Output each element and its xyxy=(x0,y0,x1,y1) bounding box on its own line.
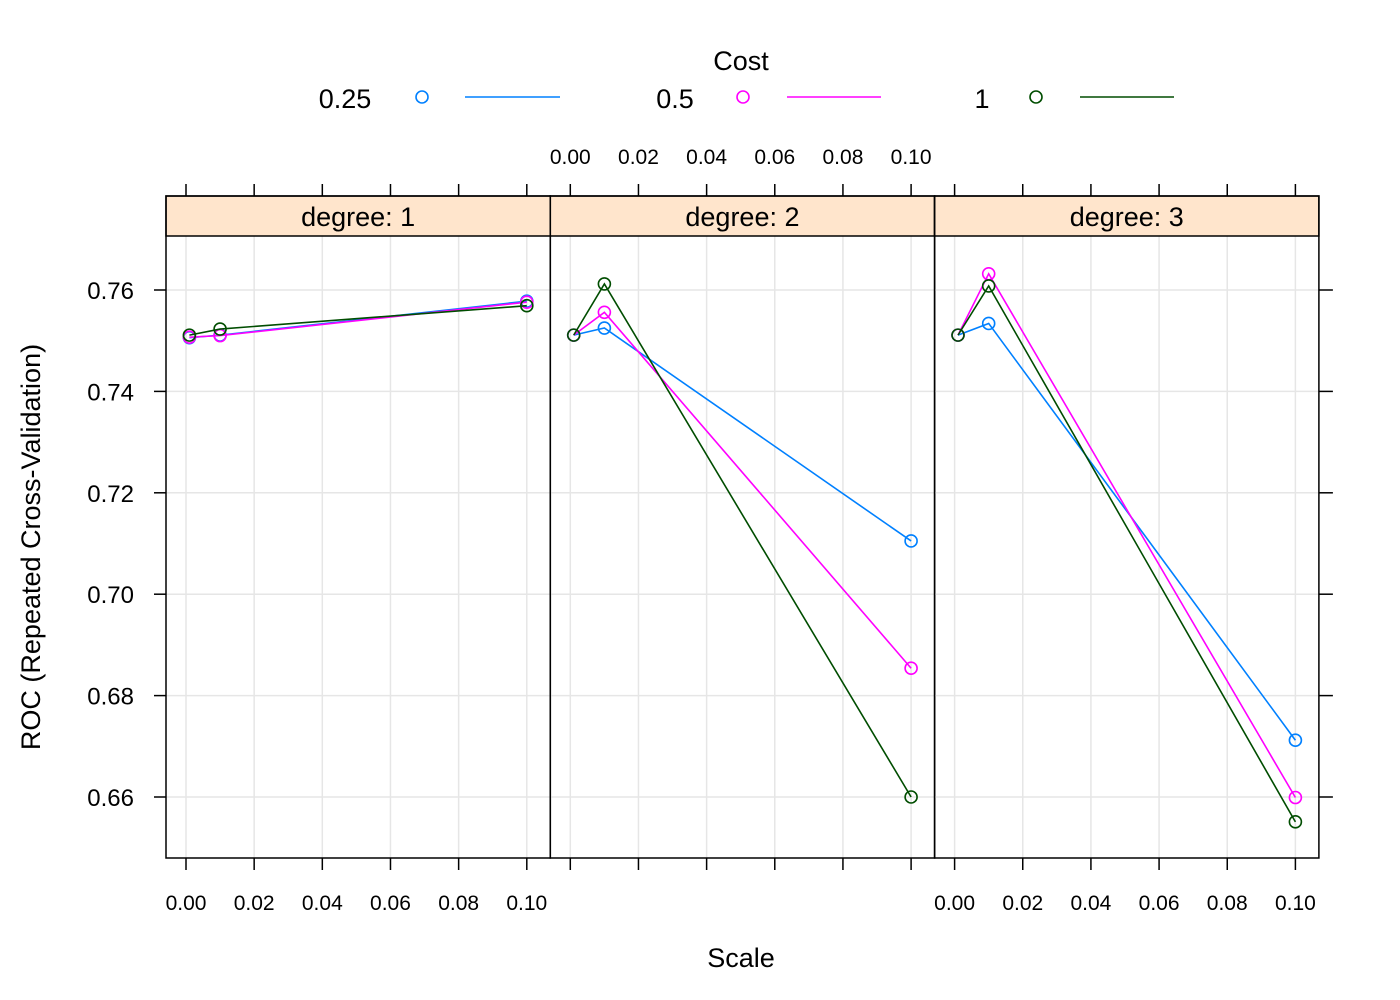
data-point-cost-1 xyxy=(951,328,965,342)
legend-label-0_5: 0.5 xyxy=(656,84,694,114)
legend-point-0_5 xyxy=(736,90,750,104)
panel-border xyxy=(933,195,1320,859)
legend-label-0_25: 0.25 xyxy=(319,84,372,114)
data-point-cost-1 xyxy=(566,328,581,342)
x-tick-label-top: 0.04 xyxy=(686,146,727,169)
data-point-cost-0_5 xyxy=(904,661,918,676)
x-axis-title: Scale xyxy=(707,943,775,973)
strip-label: degree: 3 xyxy=(1070,202,1184,232)
data-point-cost-0_5 xyxy=(1288,790,1303,805)
series-line-cost-0_25 xyxy=(189,300,527,339)
x-tick-label-bottom: 0.00 xyxy=(934,892,975,915)
x-tick-label-top: 0.08 xyxy=(823,146,864,169)
y-tick-label: 0.72 xyxy=(87,481,134,508)
x-tick-label-bottom: 0.10 xyxy=(506,892,547,915)
panel-2: degree: 2 0.00 0.02 0.04 0.06 0.08 0.10 xyxy=(549,146,936,870)
series-line-cost-1 xyxy=(957,284,1297,823)
series-line-cost-0_25 xyxy=(957,322,1297,741)
legend-label-1: 1 xyxy=(974,84,989,114)
y-tick-label: 0.68 xyxy=(87,684,134,711)
data-point-cost-1 xyxy=(597,277,612,291)
data-point-cost-0_25 xyxy=(597,321,612,335)
series-line-cost-0_5 xyxy=(573,311,912,669)
panel-border xyxy=(165,195,552,859)
x-tick-label-bottom: 0.02 xyxy=(1002,892,1043,915)
x-tick-label-top: 0.10 xyxy=(891,146,932,169)
data-point-cost-0_25 xyxy=(1288,733,1303,748)
data-point-cost-0_25 xyxy=(981,316,996,331)
data-point-cost-0_25 xyxy=(904,534,918,548)
x-tick-label-bottom: 0.10 xyxy=(1275,892,1316,915)
series-line-cost-0_25 xyxy=(573,327,912,542)
legend-point-0_25 xyxy=(415,90,429,104)
x-tick-label-bottom: 0.08 xyxy=(1207,892,1248,915)
data-point-cost-1 xyxy=(1288,815,1303,829)
data-point-cost-1 xyxy=(981,279,996,293)
data-point-cost-0_5 xyxy=(597,305,612,320)
panel-3: degree: 3 0.00 0.02 0.04 0.06 0.08 0.10 xyxy=(933,184,1333,915)
x-tick-label-bottom: 0.04 xyxy=(1070,892,1111,915)
strip-background xyxy=(549,195,936,237)
data-point-cost-1 xyxy=(904,790,918,804)
data-point-cost-1 xyxy=(519,298,534,313)
strip-background xyxy=(933,195,1320,237)
y-tick-label: 0.70 xyxy=(87,582,134,609)
panel-border xyxy=(549,195,936,859)
x-tick-label-bottom: 0.06 xyxy=(1139,892,1180,915)
data-point-cost-1 xyxy=(182,328,197,342)
x-tick-label-top: 0.06 xyxy=(754,146,795,169)
x-tick-label-bottom: 0.04 xyxy=(302,892,343,915)
strip-label: degree: 1 xyxy=(301,202,415,232)
strip-label: degree: 2 xyxy=(685,202,799,232)
y-axis-title: ROC (Repeated Cross-Validation) xyxy=(16,344,46,750)
data-point-cost-1 xyxy=(213,322,227,336)
series-line-cost-0_5 xyxy=(957,272,1297,798)
x-tick-label-bottom: 0.06 xyxy=(370,892,411,915)
x-tick-label-top: 0.02 xyxy=(618,146,659,169)
legend-title: Cost xyxy=(713,46,769,76)
y-tick-label: 0.74 xyxy=(87,379,134,406)
data-point-cost-0_5 xyxy=(519,295,534,309)
x-tick-label-top: 0.00 xyxy=(550,146,591,169)
panel-1: degree: 1 0.00 0.02 0.04 0.06 0.08 0.10 0.66 0.6… xyxy=(87,184,552,915)
x-tick-label-bottom: 0.00 xyxy=(166,892,207,915)
series-line-cost-1 xyxy=(189,304,527,336)
x-tick-label-bottom: 0.02 xyxy=(234,892,275,915)
panels: degree: 1 0.00 0.02 0.04 0.06 0.08 0.10 0.66 0.6… xyxy=(87,146,1333,915)
x-tick-label-bottom: 0.08 xyxy=(438,892,479,915)
legend: Cost 0.25 0.5 1 xyxy=(319,46,1174,114)
y-tick-label: 0.66 xyxy=(87,785,134,812)
series-line-cost-1 xyxy=(573,282,912,798)
legend-point-1 xyxy=(1029,90,1043,104)
y-tick-label: 0.76 xyxy=(87,278,134,305)
